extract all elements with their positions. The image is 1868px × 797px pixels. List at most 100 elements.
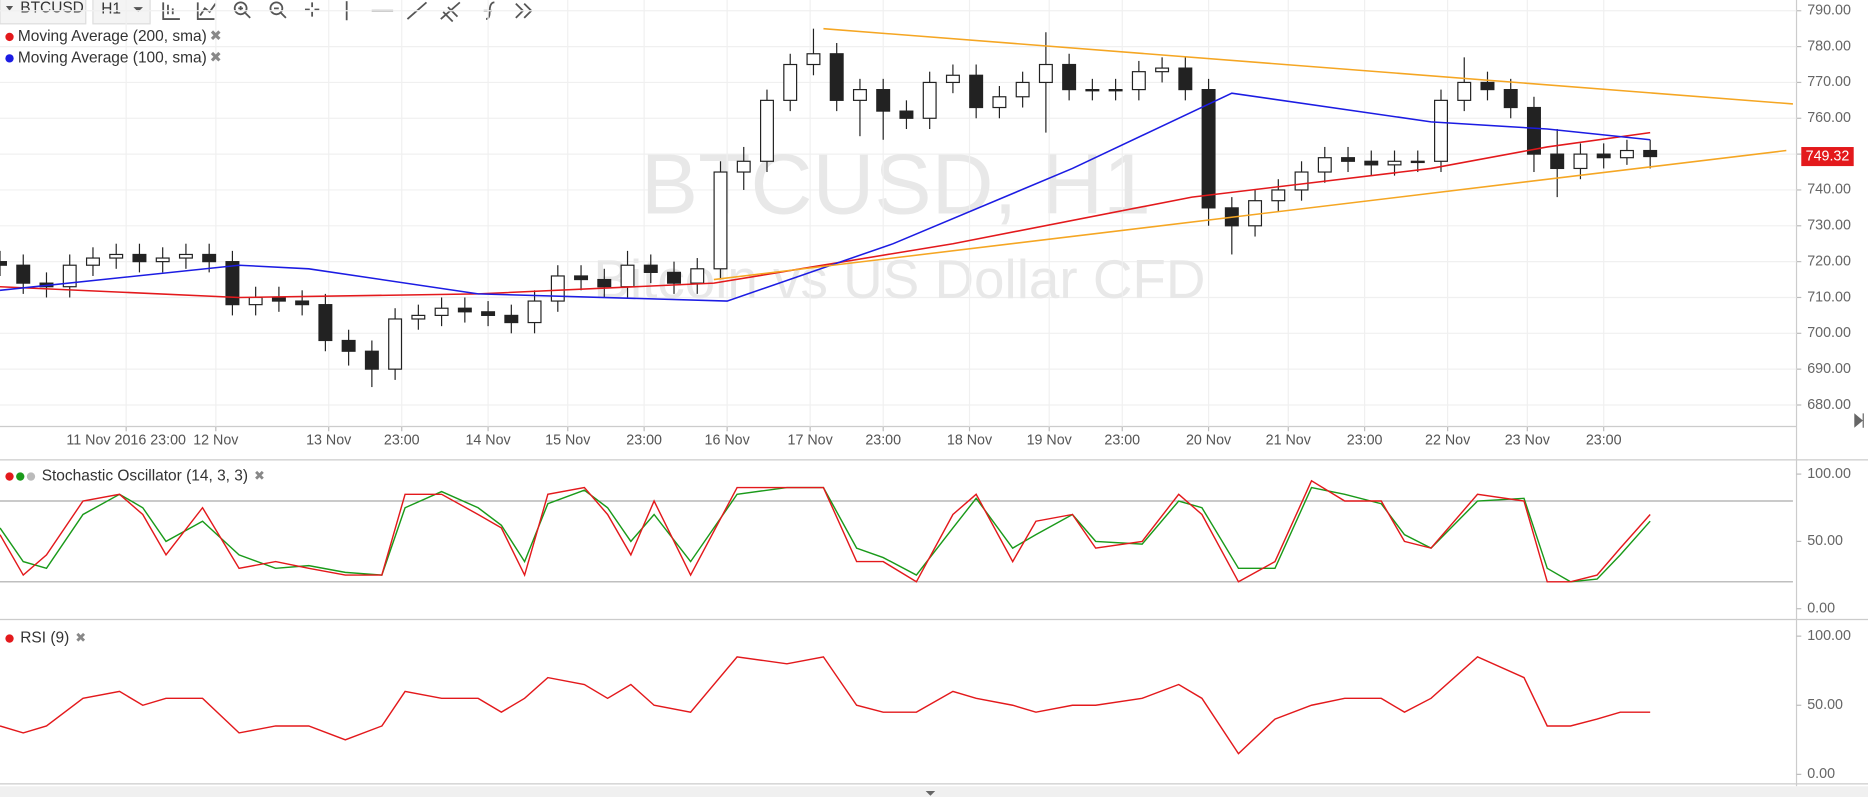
candle-body	[411, 314, 426, 320]
legend-dot	[5, 32, 14, 42]
candle-body	[248, 296, 263, 306]
x-tick-label: 22 Nov	[1425, 433, 1471, 449]
candle-body	[457, 307, 472, 313]
legend-close[interactable]: ✖	[210, 50, 222, 66]
candle-body	[1131, 71, 1146, 91]
candle-body	[922, 81, 937, 119]
pane-close[interactable]: ✖	[75, 630, 86, 645]
scroll-end-icon[interactable]	[1854, 413, 1864, 428]
pane-title: RSI (9)	[20, 630, 69, 647]
candle-body	[620, 264, 635, 288]
x-tick-label: 12 Nov	[193, 433, 239, 449]
candle-body	[341, 339, 356, 352]
scroll-handle[interactable]	[925, 791, 936, 796]
candle-body	[1387, 160, 1402, 166]
candle-body	[388, 318, 403, 370]
x-tick-label: 23:00	[384, 433, 420, 449]
candle-body	[574, 275, 589, 281]
symbol-box[interactable]	[0, 0, 87, 25]
candle-body	[1271, 189, 1286, 202]
symbol: BTCUSD	[20, 0, 84, 16]
x-tick-label: 23 Nov	[1505, 433, 1551, 449]
candle-body	[759, 99, 774, 162]
x-tick-label: 23:00	[1347, 433, 1383, 449]
candle-body	[434, 307, 449, 316]
x-tick-label: 15 Nov	[545, 433, 591, 449]
candle-body	[85, 257, 100, 266]
candle-body	[597, 278, 612, 288]
candle-body	[690, 268, 705, 284]
x-tick-label: 23:00	[626, 433, 662, 449]
timeframe: H1	[101, 1, 121, 18]
x-tick-label: 14 Nov	[465, 433, 511, 449]
x-tick-label: 20 Nov	[1186, 433, 1232, 449]
legend-label: Moving Average (100, sma)	[18, 49, 207, 66]
moving-average-line	[0, 92, 1651, 302]
y-tick-label: 680.00	[1807, 397, 1851, 413]
candle-body	[876, 89, 891, 112]
candle-body	[62, 264, 77, 288]
x-tick-label: 23:00	[1104, 433, 1140, 449]
zoom-in-icon[interactable]	[233, 1, 248, 16]
candle-body	[1573, 153, 1588, 170]
candle-body	[225, 261, 240, 306]
y-tick-label: 50.00	[1807, 697, 1843, 713]
y-tick-label: 710.00	[1807, 289, 1851, 305]
y-tick-label: 50.00	[1807, 533, 1843, 549]
pane-close[interactable]: ✖	[254, 468, 265, 483]
zoom-out-icon[interactable]	[269, 1, 284, 16]
candle-body	[132, 253, 147, 263]
legend-dot	[5, 54, 14, 63]
y-tick-label: 0.00	[1807, 766, 1835, 782]
y-tick-label: 700.00	[1807, 325, 1851, 341]
candle-body	[1526, 106, 1541, 155]
candle-body	[16, 264, 31, 284]
y-tick-label: 760.00	[1807, 110, 1851, 126]
indicator-icon[interactable]	[196, 2, 217, 20]
candle-body	[1038, 63, 1053, 84]
candle-body	[736, 160, 751, 173]
legend-dot	[26, 472, 36, 481]
candle-body	[178, 253, 193, 259]
candle-body	[1503, 89, 1518, 109]
candle-body	[1596, 153, 1611, 159]
zoom-in-icon[interactable]	[238, 5, 251, 19]
y-tick-label: 0.00	[1807, 601, 1835, 617]
candle-body	[0, 261, 7, 266]
x-tick-label: 19 Nov	[1027, 433, 1073, 449]
y-tick-label: 720.00	[1807, 253, 1851, 269]
crosshair-icon[interactable]	[304, 2, 320, 17]
legend-close[interactable]: ✖	[210, 29, 222, 45]
candle-body	[992, 96, 1007, 109]
y-tick-label: 740.00	[1807, 182, 1851, 198]
indicator-line	[0, 656, 1651, 755]
zoom-out-icon[interactable]	[274, 7, 287, 19]
candle-body	[295, 300, 310, 306]
candle-body	[667, 271, 682, 284]
candle-body	[1294, 171, 1309, 191]
candle-body	[1155, 67, 1170, 73]
trend-line	[713, 149, 1787, 281]
candle-body	[806, 53, 821, 66]
timeframe-box[interactable]	[92, 0, 151, 25]
y-tick-label: 730.00	[1807, 218, 1851, 234]
candle-body	[1643, 149, 1658, 158]
candle-body	[1341, 157, 1356, 162]
x-tick-label: 18 Nov	[947, 433, 993, 449]
candle-body	[1364, 160, 1379, 166]
candle-body	[1085, 89, 1100, 92]
legend-label: Moving Average (200, sma)	[18, 28, 207, 45]
pane-title: Stochastic Oscillator (14, 3, 3)	[42, 468, 248, 485]
candle-body	[1457, 81, 1472, 101]
y-tick-label: 100.00	[1807, 628, 1851, 644]
candle-body	[550, 275, 565, 302]
candle-body	[1480, 81, 1495, 91]
y-tick-label: 790.00	[1807, 3, 1851, 19]
candle-body	[109, 253, 124, 259]
candle-body	[852, 89, 867, 101]
x-tick-label: 13 Nov	[306, 433, 352, 449]
last-price-box	[1801, 147, 1854, 167]
